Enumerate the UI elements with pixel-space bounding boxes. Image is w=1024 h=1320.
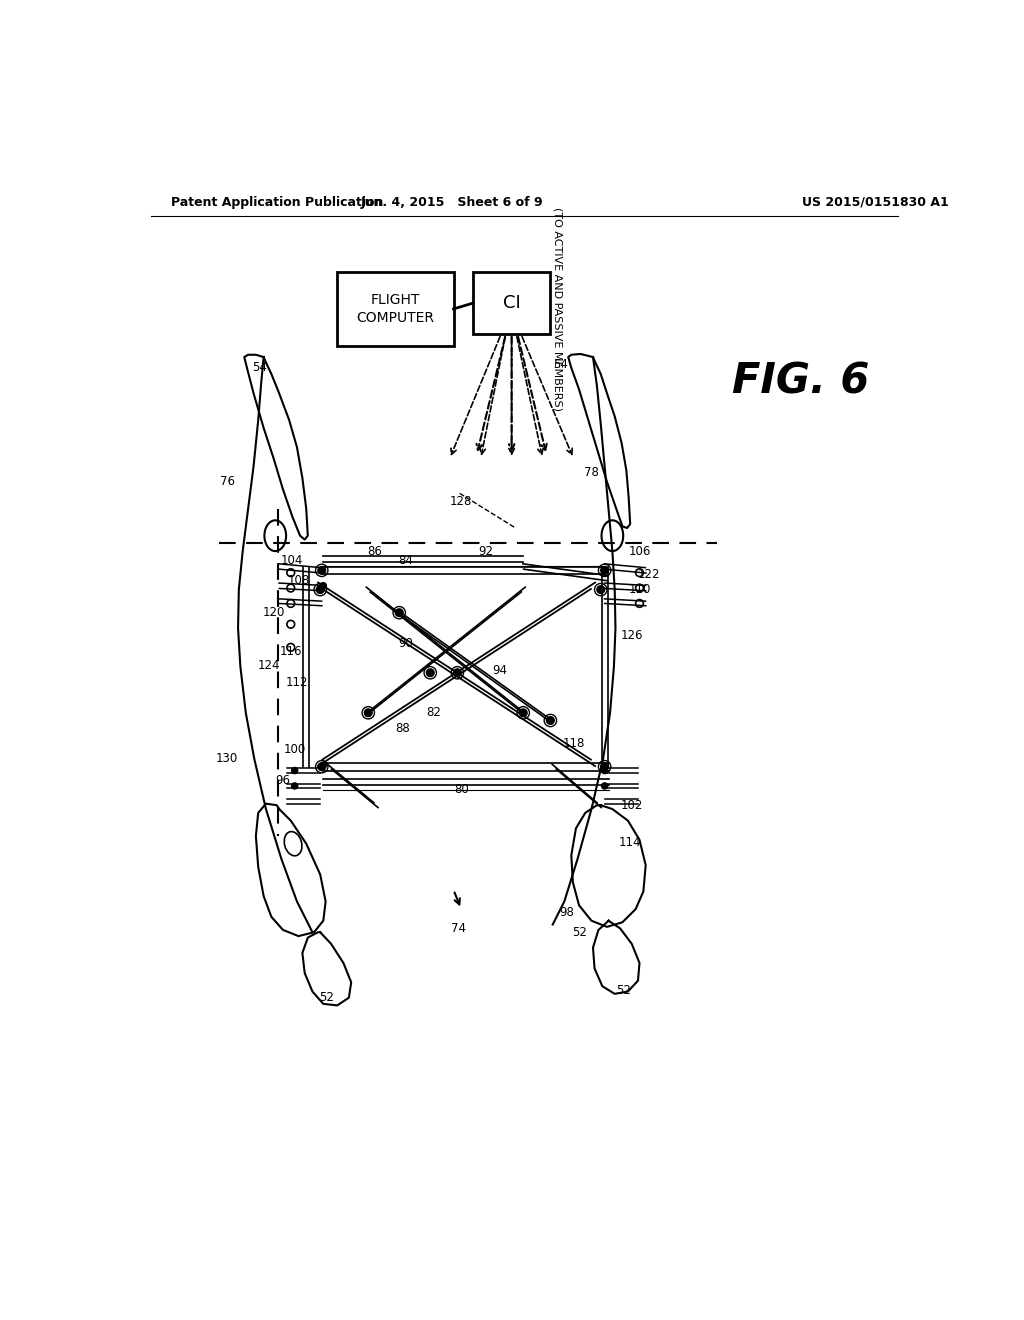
Text: Jun. 4, 2015   Sheet 6 of 9: Jun. 4, 2015 Sheet 6 of 9 (360, 195, 544, 209)
Text: 110: 110 (629, 583, 650, 597)
Text: 114: 114 (618, 836, 641, 849)
Text: US 2015/0151830 A1: US 2015/0151830 A1 (802, 195, 949, 209)
Circle shape (365, 709, 372, 717)
Circle shape (597, 586, 604, 594)
Text: 96: 96 (275, 774, 291, 787)
Text: Patent Application Publication: Patent Application Publication (171, 195, 383, 209)
Circle shape (321, 762, 327, 768)
Text: 102: 102 (621, 799, 643, 812)
Circle shape (292, 767, 298, 774)
Text: 52: 52 (318, 991, 334, 1005)
Text: 128: 128 (451, 495, 472, 508)
Text: 124: 124 (258, 659, 281, 672)
Circle shape (601, 566, 608, 574)
Circle shape (426, 669, 434, 677)
Text: 98: 98 (559, 907, 574, 920)
Text: (TO ACTIVE AND PASSIVE MEMBERS): (TO ACTIVE AND PASSIVE MEMBERS) (553, 206, 563, 411)
Text: 108: 108 (288, 574, 309, 587)
Text: 106: 106 (629, 545, 650, 557)
Circle shape (292, 783, 298, 789)
Text: 52: 52 (572, 925, 587, 939)
Circle shape (317, 763, 326, 771)
Text: 90: 90 (398, 638, 413, 649)
Text: 112: 112 (286, 676, 308, 689)
Circle shape (395, 609, 403, 616)
Text: CI: CI (503, 294, 520, 312)
Text: 84: 84 (398, 554, 413, 566)
Circle shape (601, 767, 607, 774)
Text: 76: 76 (220, 475, 234, 488)
Text: 116: 116 (280, 644, 302, 657)
Text: 52: 52 (616, 983, 632, 997)
Circle shape (317, 566, 326, 574)
Text: 78: 78 (584, 466, 599, 479)
Ellipse shape (264, 520, 286, 552)
Bar (337, 272, 454, 346)
Text: 122: 122 (638, 568, 660, 581)
Circle shape (601, 763, 608, 771)
Text: 54: 54 (252, 362, 267, 375)
Circle shape (321, 582, 327, 589)
Text: 88: 88 (395, 722, 411, 735)
Text: 92: 92 (478, 545, 494, 557)
Bar (473, 272, 550, 334)
Ellipse shape (601, 520, 624, 552)
Circle shape (547, 717, 554, 725)
Text: 126: 126 (621, 630, 643, 643)
Text: 80: 80 (454, 783, 469, 796)
Text: 104: 104 (282, 554, 303, 566)
Text: 94: 94 (493, 664, 508, 677)
Text: 86: 86 (367, 545, 382, 557)
Circle shape (454, 669, 461, 677)
Text: 74: 74 (452, 921, 466, 935)
Circle shape (316, 586, 324, 594)
Text: 118: 118 (562, 737, 585, 750)
Text: FLIGHT
COMPUTER: FLIGHT COMPUTER (356, 293, 434, 325)
Ellipse shape (285, 832, 302, 855)
Text: 54: 54 (553, 358, 568, 371)
Text: 120: 120 (262, 606, 285, 619)
Circle shape (519, 709, 527, 717)
Circle shape (601, 783, 607, 789)
Text: 100: 100 (284, 743, 306, 756)
Text: FIG. 6: FIG. 6 (732, 360, 869, 403)
Text: 130: 130 (216, 752, 239, 766)
Text: 82: 82 (427, 706, 441, 719)
